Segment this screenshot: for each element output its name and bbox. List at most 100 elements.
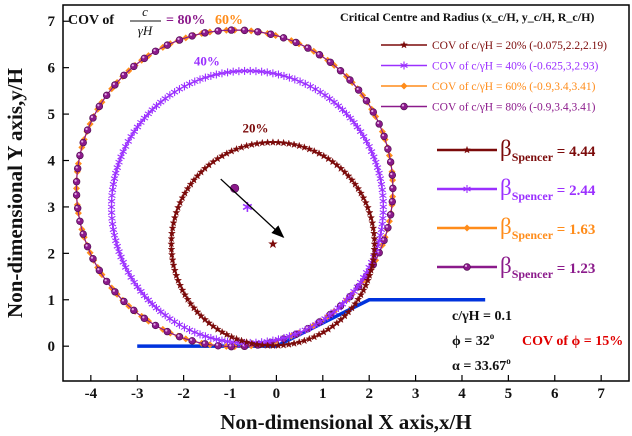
sphere-marker-highlight [216, 28, 219, 31]
star-marker-shape [168, 255, 177, 264]
sphere-marker-highlight [74, 179, 77, 182]
star-marker-shape [167, 234, 176, 243]
sphere-marker-shape [76, 151, 84, 160]
data-point-marker [253, 139, 262, 148]
circle-center-marker [268, 239, 278, 249]
data-point-marker [190, 77, 199, 86]
star-marker-shape [209, 157, 218, 166]
data-point-marker [346, 76, 354, 84]
asterisk-marker-stroke [377, 181, 386, 187]
data-point-marker [178, 286, 187, 294]
asterisk-marker-stroke [115, 159, 123, 165]
asterisk-marker-stroke [130, 279, 138, 285]
asterisk-marker-stroke [108, 193, 116, 199]
star-marker-shape [274, 138, 283, 146]
sphere-marker-shape [201, 29, 209, 37]
data-point-marker [377, 180, 386, 189]
data-point-marker [351, 180, 360, 188]
data-point-marker [351, 299, 360, 308]
sphere-marker-shape [354, 86, 363, 94]
star-marker-shape [172, 271, 181, 279]
data-point-marker [242, 141, 251, 150]
data-point-marker [193, 307, 202, 316]
data-point-marker [347, 175, 356, 184]
sphere-marker-shape [389, 184, 397, 193]
asterisk-marker-stroke [321, 316, 329, 322]
star-marker-shape [305, 334, 314, 343]
asterisk-marker-stroke [190, 79, 199, 85]
asterisk-marker-stroke [107, 204, 116, 210]
star-marker-shape [205, 318, 213, 327]
sphere-marker-highlight [281, 35, 284, 38]
data-point-marker [279, 138, 288, 147]
sphere-marker-shape [188, 32, 196, 40]
asterisk-marker-stroke [144, 297, 153, 303]
star-marker-shape [319, 151, 328, 160]
data-point-marker [296, 328, 304, 337]
legend-item: COV of c/γH = 20% (-0.075,2.2,2.19) [381, 40, 607, 52]
star-marker-shape [315, 330, 324, 339]
sphere-marker-highlight [390, 199, 393, 202]
asterisk-marker-stroke [379, 193, 387, 199]
data-point-marker [115, 247, 123, 256]
data-point-marker [376, 231, 385, 240]
x-tick-label: 2 [365, 386, 373, 402]
sphere-marker-shape [369, 108, 377, 116]
y-tick-labels: 0 1 2 3 4 5 6 7 [48, 14, 56, 355]
star-marker-shape [351, 299, 360, 308]
star-marker-shape [354, 184, 363, 193]
star-marker-shape [167, 229, 176, 237]
y-tick-label: 1 [48, 293, 56, 309]
asterisk-marker-stroke [109, 181, 118, 187]
asterisk-marker-stroke [346, 115, 355, 121]
data-point-marker [295, 338, 304, 346]
sphere-marker-highlight [112, 82, 115, 85]
data-point-marker [361, 198, 370, 207]
sphere-marker-highlight [229, 344, 232, 347]
data-point-marker [172, 208, 181, 217]
data-point-marker [175, 320, 184, 329]
beta-swatch-marker [463, 263, 471, 271]
asterisk-marker-stroke [359, 133, 368, 139]
asterisk-marker-stroke [185, 81, 194, 87]
data-point-marker [218, 327, 227, 336]
x-tick-label: 7 [597, 386, 605, 402]
star-marker-shape [197, 168, 206, 176]
data-point-marker [363, 203, 372, 212]
data-point-marker [95, 102, 104, 111]
beta-value: = 1.23 [553, 261, 595, 277]
sphere-marker-shape [384, 145, 392, 153]
cov-note-prefix: COV of [68, 13, 114, 28]
data-point-marker [295, 141, 304, 150]
asterisk-marker-stroke [201, 75, 210, 81]
sphere-marker-highlight [305, 45, 309, 49]
data-point-marker [109, 180, 118, 189]
data-point-marker [338, 300, 347, 309]
sphere-marker-highlight [328, 60, 331, 63]
sphere-marker-highlight [177, 334, 180, 337]
data-point-marker [111, 81, 119, 89]
data-point-marker [185, 325, 194, 334]
asterisk-marker-stroke [334, 103, 343, 109]
asterisk-marker-stroke [110, 176, 119, 182]
star-marker-shape [284, 139, 293, 148]
star-marker-shape [247, 339, 256, 347]
data-point-marker [167, 250, 176, 259]
asterisk-marker-stroke [127, 274, 135, 280]
star-marker-shape [213, 325, 222, 333]
data-point-marker [120, 71, 128, 79]
y-axis-title: Non-dimensional Y axis,y/H [3, 68, 27, 318]
star-marker-shape [232, 334, 241, 343]
data-point-marker [356, 189, 365, 197]
legend-label: COV of c/γH = 20% (-0.075,2.2,2.19) [432, 40, 607, 52]
asterisk-marker-stroke [269, 70, 277, 76]
beta-subscript: Spencer [512, 189, 554, 203]
data-point-marker [254, 28, 262, 36]
param-alpha-degree: o [506, 356, 511, 366]
star-marker-shape [193, 307, 202, 316]
star-marker-shape [363, 276, 372, 284]
circle-centers-layer [230, 183, 278, 249]
star-marker-shape [183, 295, 192, 303]
star-marker-shape [169, 218, 178, 227]
star-marker-shape [170, 266, 179, 274]
